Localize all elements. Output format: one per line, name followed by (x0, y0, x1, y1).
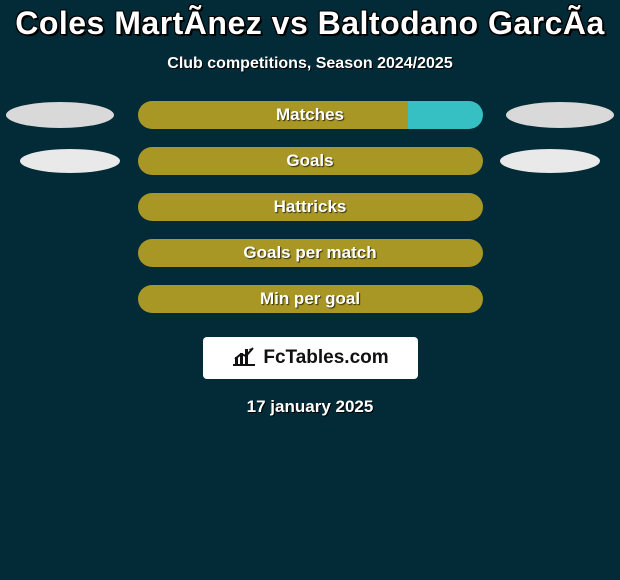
bar-track: Min per goal (138, 285, 483, 313)
bar-segment-left (138, 101, 408, 129)
bar-track: Matches (138, 101, 483, 129)
decorative-ellipse (506, 102, 614, 128)
bar-track: Goals (138, 147, 483, 175)
bar-label: Matches (276, 105, 344, 125)
subtitle: Club competitions, Season 2024/2025 (0, 55, 620, 73)
bar-segment-right (408, 101, 483, 129)
chart-icon (231, 345, 257, 372)
date-text: 17 january 2025 (0, 397, 620, 417)
stat-row: Min per goal (0, 285, 620, 313)
stat-row: 00Goals (0, 147, 620, 175)
bar-label: Min per goal (260, 289, 360, 309)
stat-row: 61Matches (0, 101, 620, 129)
decorative-ellipse (20, 149, 120, 173)
decorative-ellipse (6, 102, 114, 128)
stat-row: Goals per match (0, 239, 620, 267)
bar-track: Hattricks (138, 193, 483, 221)
page-title: Coles MartÃ­nez vs Baltodano GarcÃ­a (0, 0, 620, 41)
bar-label: Goals per match (243, 243, 376, 263)
logo-text: FcTables.com (263, 347, 388, 369)
stat-rows: 61Matches 00Goals 00Hattricks Goals per mat… (0, 101, 620, 313)
decorative-ellipse (500, 149, 600, 173)
logo-box: FcTables.com (203, 337, 418, 379)
stat-row: 00Hattricks (0, 193, 620, 221)
bar-label: Hattricks (274, 197, 347, 217)
bar-label: Goals (286, 151, 333, 171)
bar-track: Goals per match (138, 239, 483, 267)
